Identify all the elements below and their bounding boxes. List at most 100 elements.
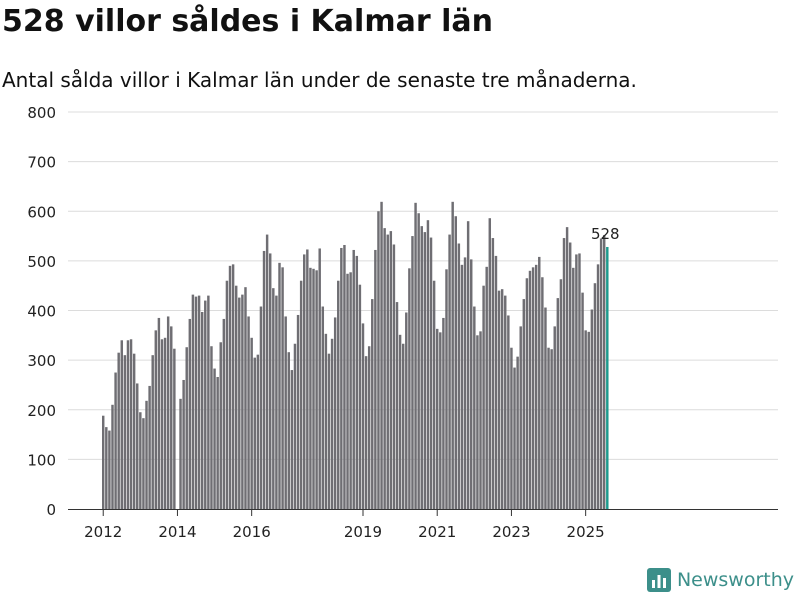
bar (587, 331, 590, 509)
bar (371, 299, 374, 509)
bar (414, 202, 417, 509)
bar (303, 254, 306, 509)
bar (485, 266, 488, 509)
bar (386, 234, 389, 510)
bar (241, 294, 244, 509)
bar (293, 343, 297, 509)
x-tick-label: 2023 (492, 523, 530, 541)
bar (463, 257, 467, 509)
bar (513, 367, 516, 509)
bar (395, 302, 399, 509)
bar (432, 280, 436, 509)
bar (231, 264, 235, 509)
bar (500, 289, 504, 509)
bar (287, 352, 290, 509)
bar (309, 267, 312, 509)
bar (278, 262, 281, 509)
bar (132, 353, 136, 509)
bar (204, 300, 207, 509)
bar (544, 307, 547, 509)
bar (182, 379, 185, 509)
bar (364, 356, 368, 509)
bar (163, 337, 167, 509)
y-tick-label: 0 (46, 501, 56, 519)
x-tick-label: 2016 (233, 523, 271, 541)
bar (479, 331, 482, 509)
bar (565, 227, 569, 509)
y-tick-label: 300 (27, 352, 56, 370)
bar (343, 244, 346, 509)
bar (516, 356, 519, 509)
bar (330, 338, 334, 509)
bar (120, 340, 124, 509)
bar (556, 298, 560, 509)
bar (185, 347, 188, 509)
bar (349, 272, 352, 509)
bar (272, 288, 275, 509)
bar (321, 306, 325, 509)
bar (445, 269, 448, 509)
bar (504, 295, 507, 509)
bar (238, 297, 241, 509)
bar (575, 254, 578, 509)
bar (507, 315, 510, 509)
bar (599, 238, 603, 509)
bar (572, 267, 575, 509)
bar (497, 290, 501, 509)
bar (337, 280, 340, 509)
bar (191, 294, 195, 509)
bar (108, 430, 111, 509)
y-tick-label: 400 (27, 303, 56, 321)
bar (405, 312, 408, 509)
bar (154, 330, 158, 509)
x-tick-label: 2021 (418, 523, 456, 541)
bar (581, 292, 584, 509)
bar (247, 316, 250, 509)
bar (374, 249, 377, 509)
bar (170, 326, 173, 509)
bar (389, 231, 393, 509)
bar (111, 404, 114, 509)
bar (454, 216, 457, 509)
bar (578, 253, 581, 509)
bar (398, 334, 402, 509)
chart-subtitle: Antal sålda villor i Kalmar län under de… (2, 68, 637, 92)
bar (401, 343, 405, 509)
bar (200, 311, 204, 509)
bar (596, 264, 600, 509)
bar (114, 372, 117, 509)
bar (457, 243, 461, 509)
bar (541, 277, 544, 509)
bar (510, 347, 513, 509)
bar (216, 376, 219, 509)
y-tick-label: 800 (27, 104, 56, 122)
bar (219, 342, 222, 509)
bar (602, 235, 606, 509)
bar (228, 265, 232, 509)
x-tick-label: 2019 (344, 523, 382, 541)
bar (408, 268, 411, 509)
bar (275, 295, 278, 509)
chart-title: 528 villor såldes i Kalmar län (2, 4, 493, 39)
x-tick-label: 2025 (567, 523, 605, 541)
bar (312, 268, 315, 509)
bar (584, 330, 587, 509)
y-tick-label: 100 (27, 451, 56, 469)
bar (250, 337, 253, 509)
bar (315, 270, 318, 509)
y-tick-label: 500 (27, 253, 56, 271)
bar (525, 278, 529, 509)
bar (265, 234, 269, 510)
brand-name: Newsworthy (676, 569, 794, 591)
bar (473, 306, 476, 509)
bar (606, 246, 609, 510)
bar (318, 248, 321, 509)
bar (157, 317, 161, 509)
bar (460, 264, 464, 509)
newsworthy-logo-icon (646, 568, 671, 592)
bar (225, 280, 229, 509)
bar (451, 201, 454, 510)
bar (333, 317, 337, 509)
bar (244, 287, 247, 509)
